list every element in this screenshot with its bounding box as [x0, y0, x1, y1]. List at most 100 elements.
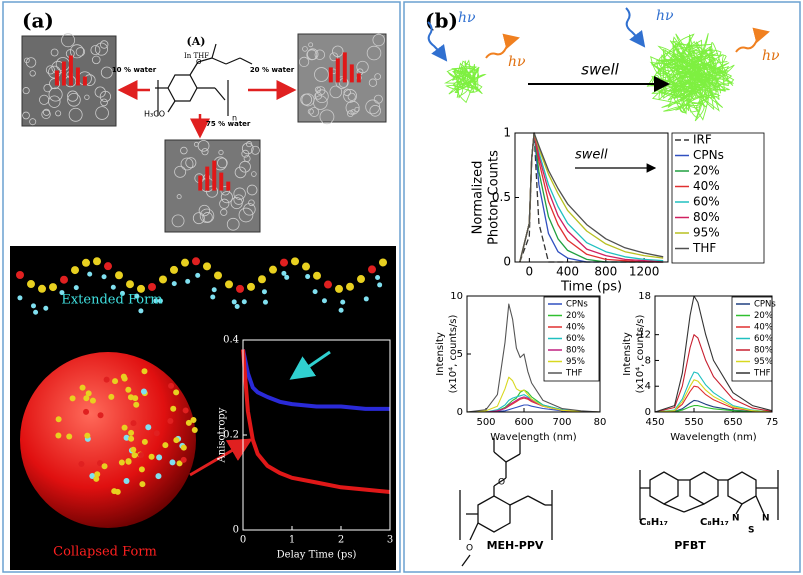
atom-ball: [324, 280, 332, 289]
atom-ball: [137, 452, 144, 459]
atom-ball: [185, 419, 192, 426]
sem-grain: [48, 65, 61, 79]
sem-grain: [90, 45, 101, 56]
series-line: [467, 394, 601, 413]
atom-ball: [262, 299, 268, 305]
y-tick-label: 1: [503, 126, 511, 140]
sem-histogram-bar: [198, 175, 203, 191]
atom-ball: [173, 389, 180, 396]
legend-label: CPNs: [693, 148, 724, 162]
y-tick-label: 0.4: [223, 335, 239, 346]
sem-histogram-bar: [212, 160, 217, 191]
sem-texture: [22, 33, 385, 231]
legend-label: 40%: [693, 179, 720, 193]
legend-label: CPNs: [754, 300, 776, 310]
atom-ball: [291, 257, 299, 266]
atom-ball: [153, 430, 160, 437]
collapsed-sphere: [20, 352, 196, 528]
sem-grain: [45, 65, 55, 75]
atom-ball: [231, 299, 237, 305]
atom-ball: [173, 437, 180, 444]
atom-ball: [191, 426, 198, 433]
atom-ball: [84, 432, 91, 439]
arrow-label: 10 % water: [112, 66, 157, 74]
atom-ball: [192, 257, 200, 266]
atom-ball: [112, 378, 119, 385]
sem-grain: [329, 85, 343, 99]
sem-grain: [226, 217, 240, 231]
atom-ball: [141, 368, 148, 375]
arrow-label: 20 % water: [250, 66, 295, 74]
plot-frame: [242, 339, 391, 531]
atom-ball: [176, 460, 183, 467]
atom-ball: [305, 274, 311, 280]
series-line: [466, 376, 601, 413]
y-axis-label: Anisotropy: [217, 407, 228, 463]
series-line: [241, 349, 390, 411]
sem-grain: [42, 108, 51, 116]
sem-grain: [233, 187, 246, 200]
sem-grain: [49, 78, 61, 90]
polymer-name: PFBT: [674, 539, 706, 552]
side-chain: C₈H₁₇: [700, 517, 729, 528]
atom-ball: [167, 417, 174, 424]
sem-grain: [84, 94, 90, 100]
legend-label: 40%: [754, 323, 773, 333]
sem-grain: [246, 184, 258, 196]
legend-label: THF: [753, 369, 771, 379]
atom: O: [498, 478, 505, 488]
sem-grain: [185, 157, 197, 169]
sem-grain: [374, 73, 381, 80]
solvent: In THF: [184, 52, 209, 60]
sem-grain: [350, 109, 356, 115]
sem-grain: [368, 78, 378, 87]
atom-ball: [38, 284, 46, 293]
atom-ball: [101, 463, 108, 470]
photon-arrow: [427, 21, 448, 62]
photon-label: hν: [656, 8, 674, 24]
atom-ball: [139, 481, 146, 488]
sem-grain: [319, 109, 335, 125]
sem-grain: [234, 166, 247, 179]
sem-grain: [22, 87, 30, 95]
atom-ball: [30, 303, 36, 309]
sem-grain: [343, 89, 357, 103]
panel-label: (a): [22, 9, 54, 33]
atom-ball: [377, 282, 383, 288]
atom-ball: [89, 397, 96, 404]
atom-ball: [126, 280, 134, 289]
sem-grain: [316, 86, 326, 96]
x-tick-label: 700: [552, 417, 571, 428]
atom-ball: [368, 265, 376, 274]
sem-grain: [199, 208, 215, 224]
atom-ball: [182, 407, 189, 414]
atom-ball: [284, 274, 290, 280]
y-tick-label: 8: [645, 355, 651, 366]
sem-histogram-bar: [82, 76, 87, 86]
x-axis-label: Wavelength (nm): [490, 432, 576, 443]
legend-label: 60%: [754, 334, 773, 344]
sem-grain: [100, 98, 108, 107]
sem-grain: [241, 142, 254, 155]
sem-grain: [67, 93, 81, 107]
x-tick-label: 0: [240, 535, 246, 546]
atom-ball: [104, 262, 112, 271]
atom-ball: [33, 309, 39, 315]
sem-grain: [180, 157, 194, 171]
atom-ball: [280, 258, 288, 267]
series-line: [654, 405, 773, 413]
sem-grain: [180, 146, 188, 155]
legend-label: IRF: [693, 133, 712, 147]
atom-ball: [170, 405, 177, 412]
sem-grain: [198, 204, 211, 217]
sem-grain: [55, 110, 62, 117]
x-tick-label: 80: [594, 417, 607, 428]
sem-grain: [366, 45, 382, 61]
atom-ball: [155, 473, 162, 480]
atom-ball: [302, 262, 310, 271]
y-axis-label: (x10⁴, counts/s): [635, 315, 646, 394]
legend-frame: [731, 296, 773, 382]
atom-ball: [138, 466, 145, 473]
legend-label: 20%: [566, 311, 585, 321]
